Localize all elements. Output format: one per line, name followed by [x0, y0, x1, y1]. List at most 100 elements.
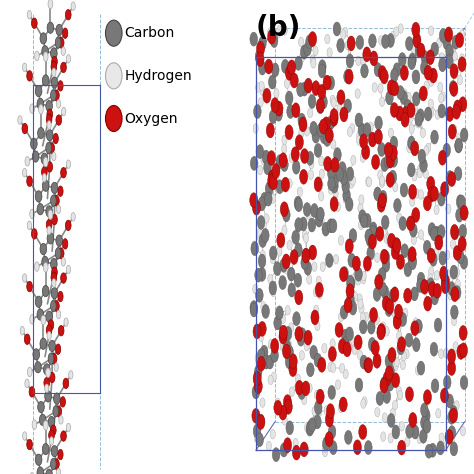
Ellipse shape [61, 273, 66, 283]
Ellipse shape [347, 277, 355, 291]
Ellipse shape [47, 331, 51, 340]
Ellipse shape [429, 77, 434, 86]
Ellipse shape [404, 100, 412, 113]
Ellipse shape [253, 324, 261, 339]
Ellipse shape [263, 355, 270, 369]
Ellipse shape [393, 63, 401, 77]
Ellipse shape [27, 221, 32, 229]
Ellipse shape [425, 59, 430, 68]
Ellipse shape [388, 233, 396, 248]
Ellipse shape [398, 391, 403, 400]
Ellipse shape [384, 155, 392, 168]
Ellipse shape [394, 316, 399, 326]
Ellipse shape [304, 78, 312, 93]
Ellipse shape [49, 373, 55, 383]
Ellipse shape [285, 306, 290, 315]
Ellipse shape [63, 238, 68, 249]
Ellipse shape [317, 407, 322, 416]
Ellipse shape [382, 296, 390, 311]
Ellipse shape [412, 172, 417, 181]
Ellipse shape [399, 312, 407, 327]
Ellipse shape [446, 44, 453, 58]
Ellipse shape [40, 338, 46, 349]
Ellipse shape [44, 377, 50, 388]
Ellipse shape [276, 155, 283, 169]
Ellipse shape [382, 215, 389, 229]
Ellipse shape [430, 186, 438, 201]
Ellipse shape [268, 375, 273, 384]
Ellipse shape [49, 430, 55, 440]
Ellipse shape [255, 288, 263, 302]
Ellipse shape [420, 416, 428, 429]
Ellipse shape [269, 246, 277, 260]
Ellipse shape [380, 378, 388, 393]
Ellipse shape [313, 417, 318, 426]
Ellipse shape [360, 134, 368, 149]
Ellipse shape [314, 177, 322, 192]
Ellipse shape [24, 334, 30, 345]
Ellipse shape [292, 103, 300, 118]
Ellipse shape [281, 158, 288, 172]
Ellipse shape [317, 207, 324, 221]
Ellipse shape [460, 427, 465, 436]
Ellipse shape [253, 200, 261, 215]
Ellipse shape [360, 355, 367, 369]
Ellipse shape [379, 178, 384, 188]
Ellipse shape [58, 186, 63, 196]
Ellipse shape [337, 90, 345, 105]
Ellipse shape [355, 89, 360, 99]
Ellipse shape [417, 43, 425, 58]
Ellipse shape [388, 128, 393, 137]
Ellipse shape [286, 346, 293, 359]
Ellipse shape [316, 276, 321, 286]
Ellipse shape [438, 93, 444, 103]
Ellipse shape [428, 267, 434, 276]
Ellipse shape [304, 127, 310, 136]
Ellipse shape [27, 10, 32, 19]
Ellipse shape [283, 340, 291, 354]
Ellipse shape [346, 197, 353, 211]
Ellipse shape [363, 123, 371, 137]
Ellipse shape [458, 195, 465, 209]
Ellipse shape [284, 445, 289, 454]
Ellipse shape [448, 172, 456, 186]
Ellipse shape [51, 458, 56, 470]
Ellipse shape [450, 442, 457, 456]
Ellipse shape [360, 214, 368, 228]
Ellipse shape [381, 432, 386, 441]
Ellipse shape [286, 421, 293, 435]
Ellipse shape [397, 341, 404, 355]
Ellipse shape [446, 394, 454, 408]
Ellipse shape [58, 81, 63, 91]
Ellipse shape [282, 325, 287, 335]
Ellipse shape [288, 60, 296, 75]
Ellipse shape [423, 196, 431, 211]
Ellipse shape [400, 183, 408, 197]
Ellipse shape [438, 150, 447, 165]
Ellipse shape [459, 30, 465, 39]
Ellipse shape [409, 256, 417, 270]
Ellipse shape [392, 310, 398, 319]
Ellipse shape [45, 391, 51, 402]
Ellipse shape [302, 248, 310, 263]
Ellipse shape [274, 89, 279, 98]
Ellipse shape [52, 267, 57, 277]
Ellipse shape [446, 171, 454, 184]
Ellipse shape [71, 213, 75, 221]
Ellipse shape [410, 197, 415, 206]
Ellipse shape [429, 443, 437, 457]
Ellipse shape [293, 438, 298, 448]
Ellipse shape [405, 387, 413, 401]
Ellipse shape [46, 100, 53, 112]
Ellipse shape [269, 110, 277, 124]
Ellipse shape [344, 298, 352, 313]
Ellipse shape [282, 226, 287, 235]
Ellipse shape [420, 61, 428, 75]
Ellipse shape [304, 445, 309, 455]
Ellipse shape [459, 343, 467, 358]
Ellipse shape [37, 203, 44, 215]
Ellipse shape [314, 305, 319, 315]
Ellipse shape [336, 380, 341, 390]
Ellipse shape [446, 107, 454, 121]
Ellipse shape [391, 105, 396, 114]
